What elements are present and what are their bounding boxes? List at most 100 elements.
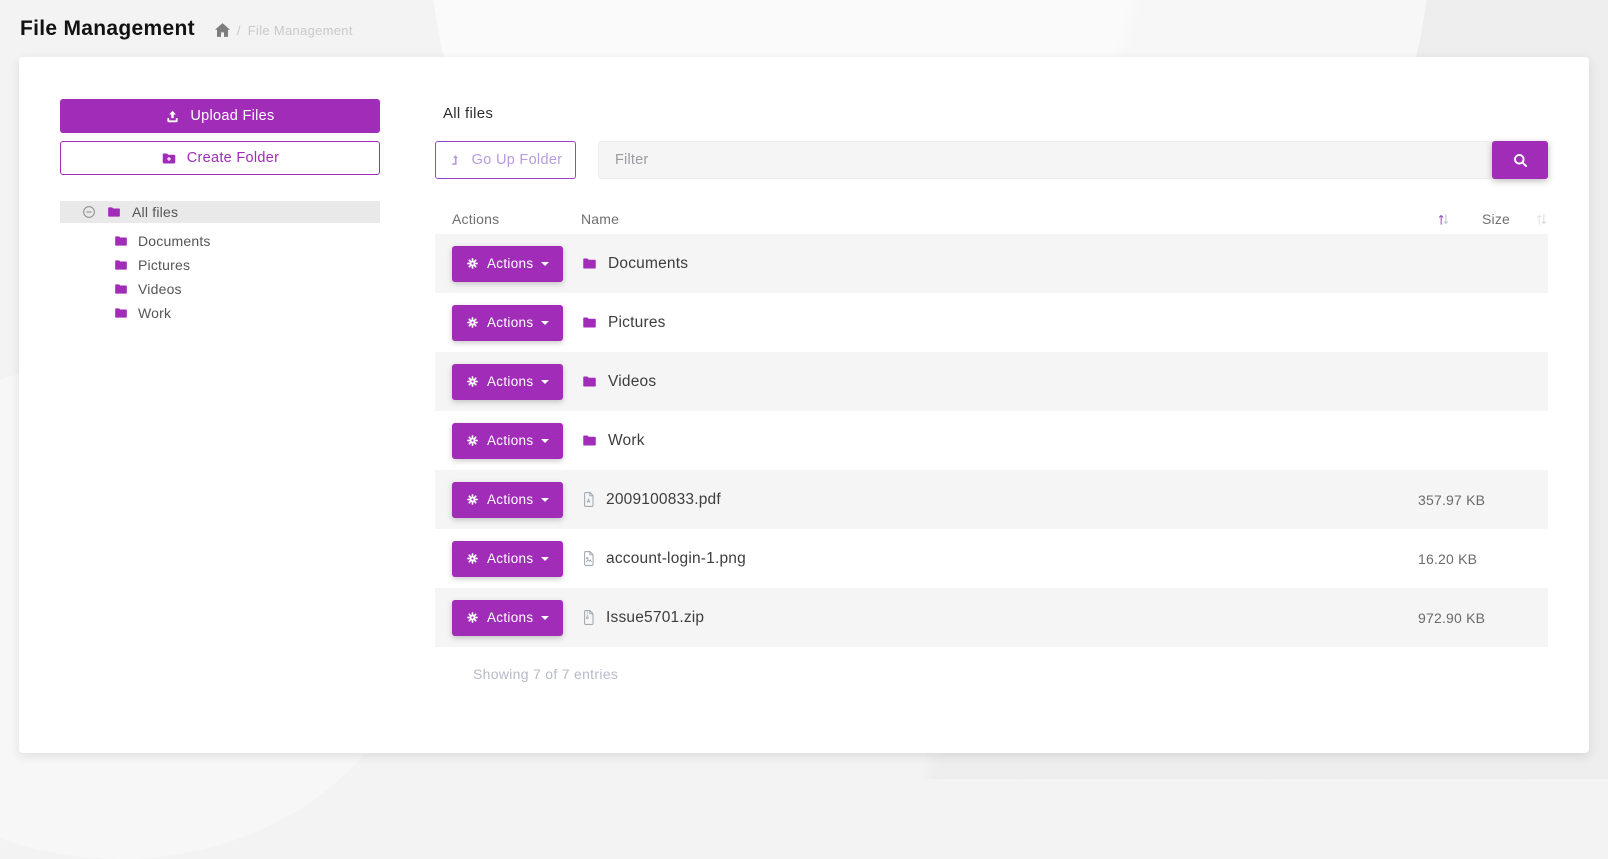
go-up-folder-label: Go Up Folder: [471, 152, 563, 168]
file-name-cell: Issue5701.zip: [581, 609, 1418, 627]
gear-icon: [466, 434, 479, 447]
column-header-size[interactable]: Size: [1458, 211, 1548, 227]
file-manager-card: Upload Files Create Folder All files: [19, 57, 1589, 753]
actions-cell: Actions: [435, 422, 581, 459]
caret-down-icon: [541, 262, 550, 266]
file-name-cell: account-login-1.png: [581, 550, 1418, 568]
file-name: account-login-1.png: [606, 549, 746, 567]
filter-group: [598, 141, 1548, 179]
upload-icon: [165, 109, 180, 124]
column-header-name[interactable]: Name: [581, 211, 1458, 227]
gear-icon: [466, 611, 479, 624]
table-row: Actions Work: [435, 411, 1548, 470]
file-name-cell[interactable]: Work: [581, 432, 1418, 450]
page-header: File Management / File Management: [0, 0, 1608, 57]
actions-label: Actions: [487, 551, 534, 566]
image-file-icon: [581, 550, 596, 567]
file-name-cell: 2009100833.pdf: [581, 491, 1418, 509]
collapse-minus-circle-icon[interactable]: [82, 205, 96, 219]
column-header-size-label: Size: [1482, 211, 1511, 227]
actions-dropdown-button[interactable]: Actions: [452, 304, 564, 341]
tree-item-work[interactable]: Work: [60, 301, 380, 324]
folder-icon: [581, 374, 598, 389]
tree-item-videos[interactable]: Videos: [60, 277, 380, 300]
tree-item-pictures[interactable]: Pictures: [60, 253, 380, 276]
filter-input[interactable]: [598, 141, 1495, 179]
table-row: Actions Documents: [435, 234, 1548, 293]
tree-item-documents[interactable]: Documents: [60, 229, 380, 252]
actions-dropdown-button[interactable]: Actions: [452, 245, 564, 282]
gear-icon: [466, 316, 479, 329]
table-header-row: Actions Name Size: [435, 204, 1548, 234]
table-row: Actions Videos: [435, 352, 1548, 411]
sort-arrows-icon[interactable]: [1535, 212, 1548, 227]
search-button[interactable]: [1492, 141, 1548, 179]
actions-label: Actions: [487, 256, 534, 271]
current-folder-heading: All files: [443, 105, 494, 122]
table-row: Actions Pictures: [435, 293, 1548, 352]
file-size: 972.90 KB: [1418, 609, 1486, 626]
gear-icon: [466, 257, 479, 270]
breadcrumb: / File Management: [214, 22, 353, 38]
level-up-arrow-icon: [449, 153, 462, 168]
actions-label: Actions: [487, 433, 534, 448]
tree-item-label: Documents: [138, 232, 211, 249]
actions-cell: Actions: [435, 540, 581, 577]
file-name: Issue5701.zip: [606, 608, 705, 626]
tree-item-label: Videos: [138, 280, 182, 297]
sidebar: Upload Files Create Folder All files: [60, 99, 380, 753]
file-size: 16.20 KB: [1418, 550, 1478, 567]
tree-item-label: Pictures: [138, 256, 191, 273]
caret-down-icon: [541, 616, 550, 620]
actions-dropdown-button[interactable]: Actions: [452, 481, 564, 518]
actions-dropdown-button[interactable]: Actions: [452, 599, 564, 636]
entries-count-text: Showing 7 of 7 entries: [473, 666, 619, 682]
file-name: Documents: [608, 254, 689, 272]
file-name-cell[interactable]: Videos: [581, 373, 1418, 391]
column-header-name-label: Name: [581, 211, 620, 227]
table-row: Actions 2009100833.pdf 357.97 KB: [435, 470, 1548, 529]
file-name: 2009100833.pdf: [606, 490, 721, 508]
tree-item-all-files[interactable]: All files: [60, 201, 380, 223]
caret-down-icon: [541, 321, 550, 325]
table-row: Actions account-login-1.png 16.20 KB: [435, 529, 1548, 588]
folder-icon: [113, 306, 129, 320]
actions-label: Actions: [487, 610, 534, 625]
folder-icon: [581, 315, 598, 330]
file-size: 357.97 KB: [1418, 491, 1486, 508]
breadcrumb-item: File Management: [247, 22, 353, 38]
upload-files-button[interactable]: Upload Files: [60, 99, 380, 133]
pdf-file-icon: [581, 491, 596, 508]
actions-label: Actions: [487, 374, 534, 389]
create-folder-button[interactable]: Create Folder: [60, 141, 380, 175]
folder-icon: [106, 205, 122, 219]
file-name-cell[interactable]: Pictures: [581, 314, 1418, 332]
folder-icon: [581, 256, 598, 271]
actions-label: Actions: [487, 492, 534, 507]
sort-arrows-icon[interactable]: [1437, 212, 1450, 227]
folder-tree: All files Documents Pictures: [60, 201, 380, 324]
toolbar: Go Up Folder: [435, 141, 1548, 179]
tree-children: Documents Pictures Videos: [60, 229, 380, 324]
file-table: Actions Name Size: [435, 204, 1548, 647]
archive-file-icon: [581, 609, 596, 626]
go-up-folder-button[interactable]: Go Up Folder: [435, 141, 576, 179]
file-list-panel: All files Go Up Folder Actions: [435, 99, 1548, 753]
breadcrumb-separator: /: [236, 22, 241, 38]
actions-cell: Actions: [435, 599, 581, 636]
actions-dropdown-button[interactable]: Actions: [452, 540, 564, 577]
caret-down-icon: [541, 557, 550, 561]
tree-item-label: All files: [132, 204, 179, 220]
actions-dropdown-button[interactable]: Actions: [452, 422, 564, 459]
gear-icon: [466, 493, 479, 506]
file-name-cell[interactable]: Documents: [581, 255, 1418, 273]
actions-cell: Actions: [435, 245, 581, 282]
home-icon[interactable]: [214, 23, 230, 37]
actions-cell: Actions: [435, 304, 581, 341]
actions-dropdown-button[interactable]: Actions: [452, 363, 564, 400]
caret-down-icon: [541, 439, 550, 443]
actions-cell: Actions: [435, 481, 581, 518]
tree-item-label: Work: [138, 304, 172, 321]
search-icon: [1512, 152, 1529, 169]
gear-icon: [466, 552, 479, 565]
